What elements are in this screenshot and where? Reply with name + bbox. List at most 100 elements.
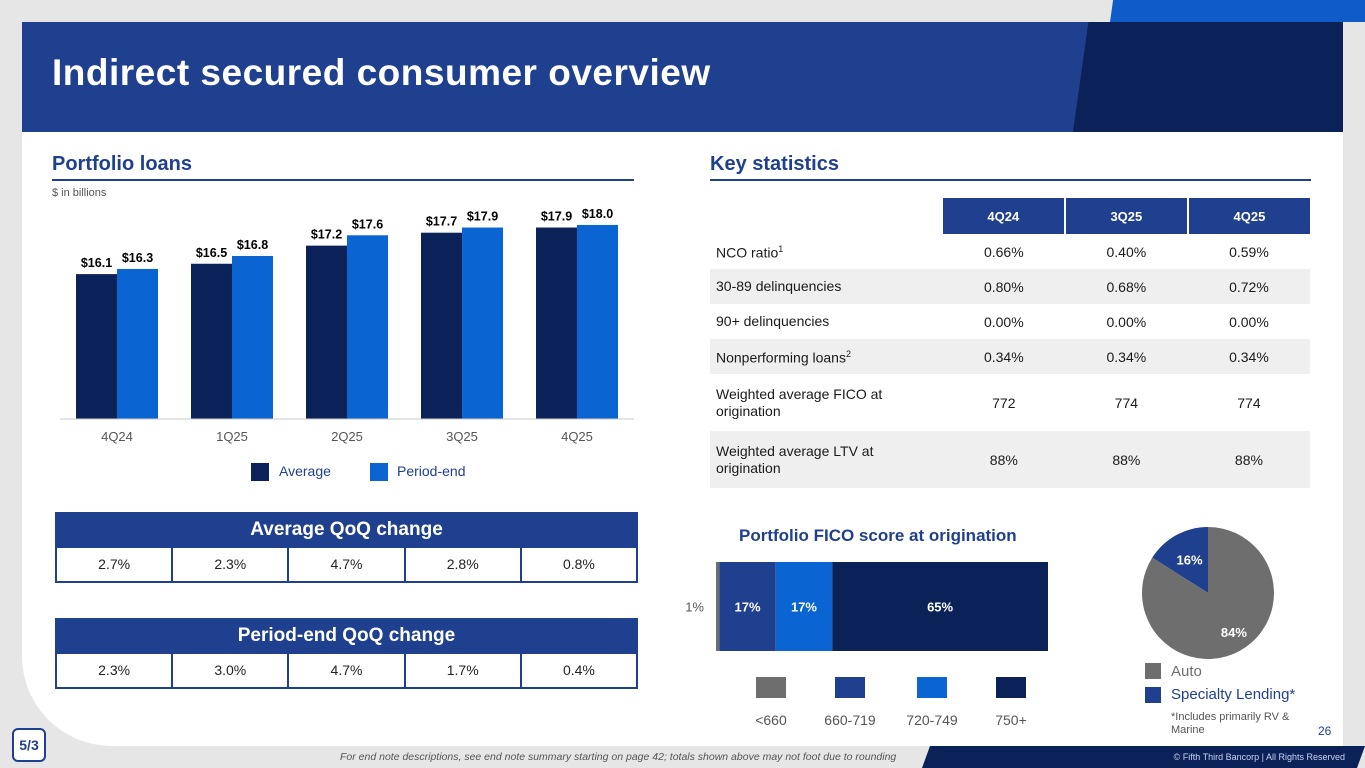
average-qoq-title: Average QoQ change [55,512,638,548]
key-stats-row: Weighted average LTV at origination 88% 88… [710,431,1310,488]
key-stats-row: 90+ delinquencies 0.00% 0.00% 0.00% [710,304,1310,339]
data-label: $16.8 [237,238,268,252]
key-stats-row-label: Weighted average LTV at origination [716,442,874,476]
key-stats-header-row: 4Q24 3Q25 4Q25 [710,198,1310,234]
fico-segment-label: 17% [791,600,817,615]
fico-stacked-bar: 1% 17% 17% 65% <660 660-719 720-749 750+ [685,562,1048,728]
header-bar [22,22,1343,132]
period-end-qoq-row: 2.3% 3.0% 4.7% 1.7% 0.4% [55,654,638,689]
key-stats-row: 30-89 delinquencies 0.80% 0.68% 0.72% [710,269,1310,304]
average-qoq-cell: 2.8% [406,548,522,581]
key-stats-row: NCO ratio1 0.66% 0.40% 0.59% [710,234,1310,269]
data-label: $16.1 [81,256,112,270]
average-qoq-cell: 2.3% [173,548,290,581]
fico-segment-3 [832,562,1048,651]
key-stats-value: 0.72% [1229,278,1269,295]
key-stats-row-label: Weighted average FICO at origination [716,385,883,419]
key-stats-row-label: 30-89 delinquencies [716,278,842,294]
end-note-footnote: For end note descriptions, see end note … [340,751,897,763]
key-stats-value: 0.00% [1229,313,1269,330]
fico-segment-1 [719,562,776,651]
key-stats-value: 774 [1237,394,1261,411]
key-stats-col-header: 4Q24 [942,198,1066,234]
key-stats-header-blank [710,198,943,234]
pie-slice-label: 84% [1221,625,1247,640]
key-stats-value: 88% [989,451,1018,468]
key-stats-value: 0.66% [983,243,1024,260]
pie-slice-1 [1152,527,1208,593]
units-note: $ in billions [52,187,107,199]
fico-segment-label: 17% [735,600,761,615]
fico-chart-title: Portfolio FICO score at origination [739,526,1017,545]
key-stats-value: 88% [1112,451,1141,468]
bar-average-2q25 [306,245,347,419]
key-stats-row-label: 90+ delinquencies [716,313,830,329]
bar-average-4q25 [536,227,577,419]
x-tick-label: 3Q25 [446,429,478,444]
pie-legend-specialty-label: Specialty Lending* [1171,686,1296,703]
header-dark-panel [1073,22,1343,132]
bar-period-end-2q25 [347,235,388,419]
pie-footnote: *Includes primarily RV & Marine [1171,711,1290,736]
fico-legend-label: <660 [755,712,787,728]
fico-chart: 1% 17% 17% 65% <660 660-719 720-749 750+ [685,562,1048,728]
fico-legend-swatch [917,677,947,698]
key-stats-value: 0.40% [1106,243,1147,260]
legend-average-label: Average [279,463,331,479]
x-tick-label: 4Q24 [101,429,133,444]
data-label: $17.9 [467,210,498,224]
key-stats-value: 0.80% [983,278,1024,295]
footnote-marker: 1 [778,244,784,255]
portfolio-loans-title: Portfolio loans [52,153,192,175]
pie-legend-specialty-swatch [1145,687,1161,703]
key-stats-value: 0.00% [1106,313,1147,330]
data-label: $17.7 [426,215,457,229]
bar-average-3q25 [421,232,462,419]
bar-average-4q24 [76,274,117,419]
fico-legend-label: 660-719 [824,712,876,728]
bar-period-end-3q25 [462,227,503,419]
legend-period-end-swatch [370,463,388,481]
fico-legend-label: 720-749 [906,712,958,728]
fico-legend-swatch [996,677,1026,698]
period-end-qoq-cell: 1.7% [406,654,522,687]
key-stats-value: 88% [1234,451,1263,468]
data-label: $16.3 [122,251,153,265]
data-label: $17.6 [352,217,383,231]
x-tick-label: 2Q25 [331,429,363,444]
data-label: $16.5 [196,246,227,260]
pie-legend-auto-swatch [1145,663,1161,679]
pie-slice-0 [1142,527,1274,659]
key-stats-col-header: 4Q25 [1187,198,1310,234]
legend-average-swatch [251,463,269,481]
average-qoq-row: 2.7% 2.3% 4.7% 2.8% 0.8% [55,548,638,583]
bar-period-end-4q25 [577,224,618,419]
bar-period-end-4q24 [117,268,158,419]
average-qoq-cell: 0.8% [562,556,595,572]
bar-period-end-1q25 [232,255,273,419]
fifth-third-logo-icon: 5/3 [12,728,46,762]
fico-segment-0 [716,562,720,651]
page-number: 26 [1318,724,1332,738]
key-stats-value: 0.00% [983,313,1024,330]
period-end-qoq-title: Period-end QoQ change [55,618,638,654]
period-end-qoq-cell: 4.7% [289,654,406,687]
period-end-qoq-cell: 3.0% [173,654,290,687]
pie-slice-label: 16% [1177,552,1203,567]
key-statistics-table: 4Q24 3Q25 4Q25 NCO ratio1 0.66% 0.40% 0.59%… [710,198,1310,488]
key-stats-body: NCO ratio1 0.66% 0.40% 0.59% 30-89 delinquen… [710,234,1310,488]
period-end-qoq-cell: 2.3% [57,654,174,687]
key-stats-value: 0.59% [1229,243,1269,260]
key-stats-row: Nonperforming loans2 0.34% 0.34% 0.34% [710,339,1310,374]
fico-legend-swatch [756,677,786,698]
x-tick-label: 4Q25 [561,429,593,444]
key-statistics-rule [710,179,1311,181]
portfolio-loans-rule [52,179,634,181]
x-tick-label: 1Q25 [216,429,248,444]
fico-segment-label: 65% [927,600,953,615]
key-stats-value: 0.34% [1229,348,1269,365]
copyright: © Fifth Third Bancorp | All Rights Reser… [1173,752,1345,762]
pie-legend-auto-label: Auto [1171,663,1202,680]
period-end-qoq-table: Period-end QoQ change 2.3% 3.0% 4.7% 1.7… [55,618,638,689]
key-stats-row-label: NCO ratio1 [716,244,784,261]
